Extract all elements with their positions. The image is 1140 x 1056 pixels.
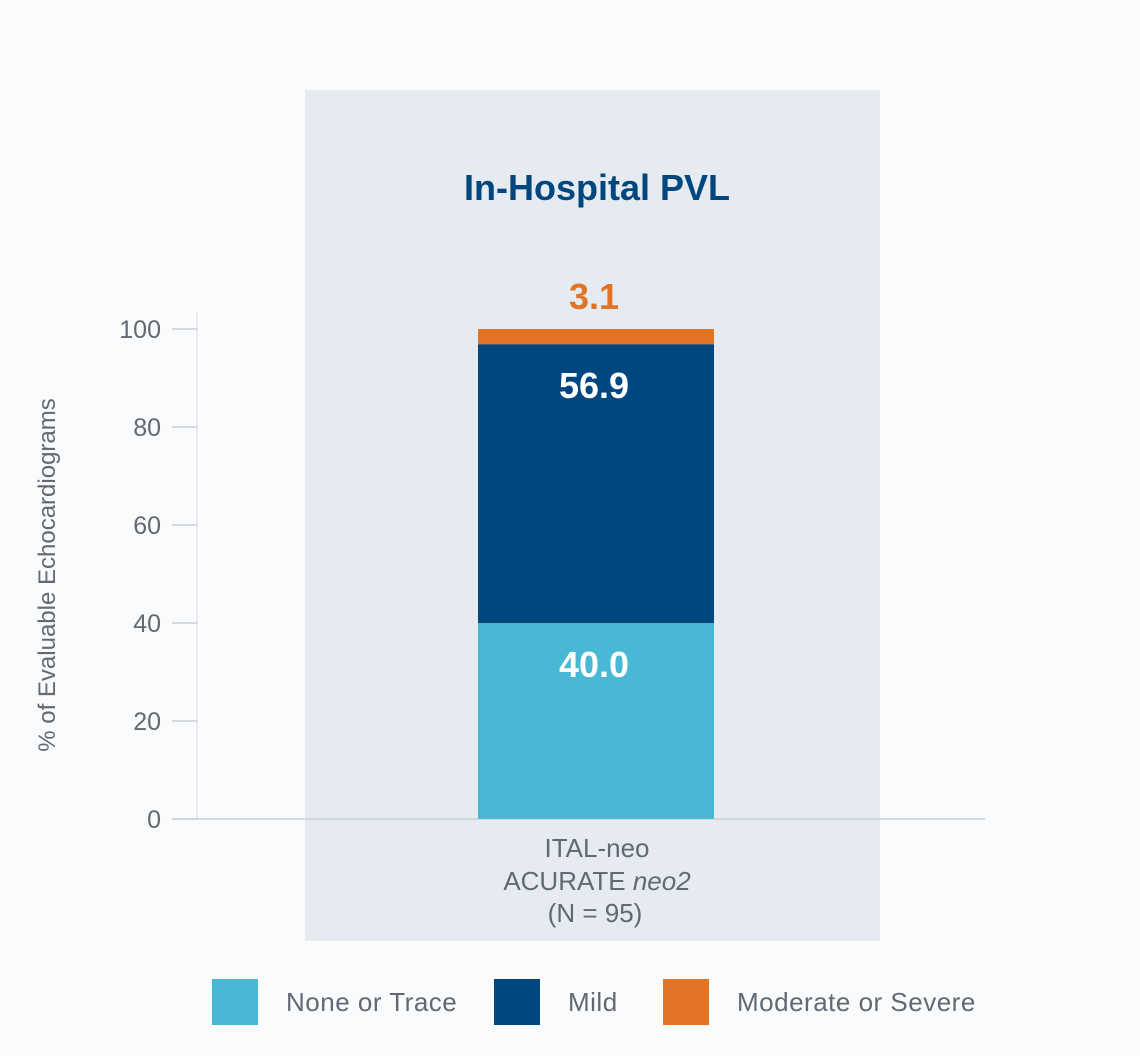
x-category-label-line1: ITAL-neo [544, 833, 649, 863]
legend: None or Trace Mild Moderate or Severe [0, 978, 1140, 1028]
data-label-none-or-trace: 40.0 [559, 644, 629, 685]
legend-item-mild: Mild [494, 978, 618, 1026]
bar-segment-moderate-or-severe [478, 329, 714, 345]
legend-label-mild: Mild [568, 986, 618, 1017]
y-tick-label: 20 [133, 708, 161, 736]
legend-label-none-or-trace: None or Trace [286, 986, 458, 1017]
legend-item-none-or-trace: None or Trace [212, 978, 457, 1026]
bar-segment-mild [478, 344, 714, 623]
x-category-label-line2-italic: neo2 [633, 866, 691, 896]
x-category-label-line2-prefix: ACURATE [503, 866, 633, 896]
legend-swatch-mild [494, 979, 540, 1025]
y-tick-label: 60 [133, 512, 161, 540]
bar-segment-none-or-trace [478, 623, 714, 819]
legend-label-moderate-or-severe: Moderate or Severe [737, 986, 976, 1017]
y-tick-label: 100 [119, 316, 161, 344]
chart-title: In-Hospital PVL [464, 167, 730, 208]
legend-item-moderate-or-severe: Moderate or Severe [663, 978, 976, 1026]
y-tick-label: 0 [147, 806, 161, 834]
y-tick-label: 40 [133, 610, 161, 638]
legend-swatch-moderate-or-severe [663, 979, 709, 1025]
data-label-moderate-or-severe: 3.1 [569, 276, 619, 317]
x-category-label-line2: ACURATE neo2 [503, 866, 691, 896]
x-category-label-line3: (N = 95) [548, 898, 643, 928]
y-tick-label: 80 [133, 414, 161, 442]
y-axis-label: % of Evaluable Echocardiograms [34, 398, 61, 752]
legend-swatch-none-or-trace [212, 979, 258, 1025]
data-label-mild: 56.9 [559, 365, 629, 406]
